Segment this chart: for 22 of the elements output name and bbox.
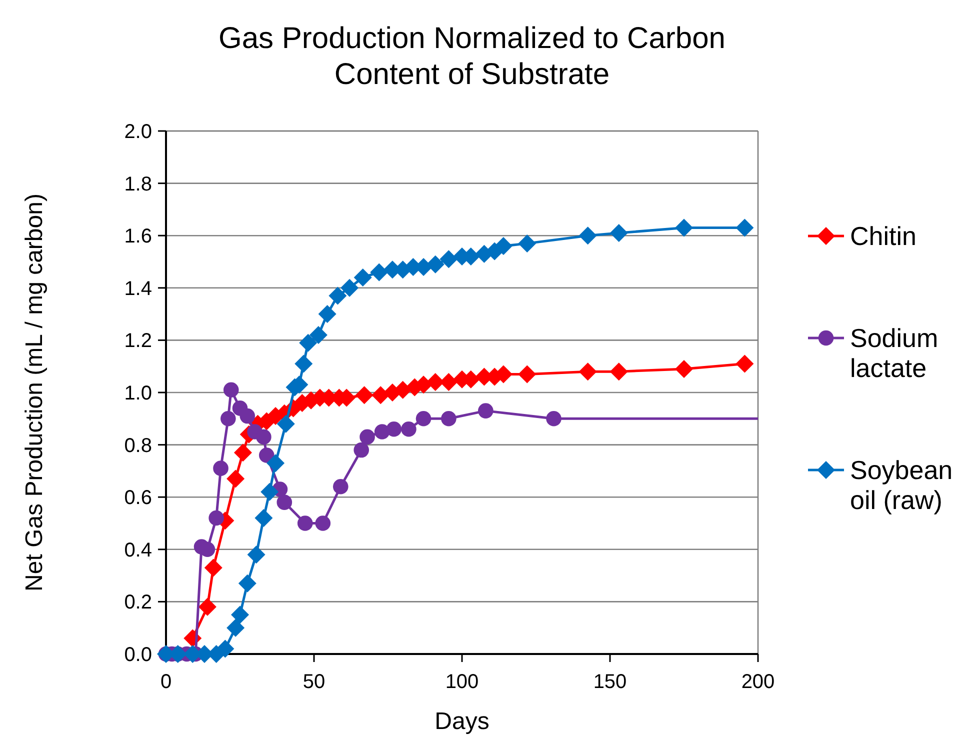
y-tick-label: 0.2 xyxy=(124,592,152,614)
legend-label: Chitin xyxy=(850,221,916,252)
y-tick-label: 1.0 xyxy=(124,382,152,404)
y-tick-label: 1.2 xyxy=(124,330,152,352)
y-tick-label: 1.4 xyxy=(124,278,152,300)
x-axis-title: Days xyxy=(434,708,490,735)
y-tick-label: 0.4 xyxy=(124,539,152,562)
y-tick-label: 1.6 xyxy=(124,226,152,248)
y-tick-label: 0.6 xyxy=(124,487,152,510)
x-tick-label: 50 xyxy=(302,671,326,693)
x-tick-label: 200 xyxy=(741,671,775,693)
legend-label: Sodium lactate xyxy=(850,323,938,384)
y-tick-label: 0.0 xyxy=(124,644,152,666)
x-tick-label: 150 xyxy=(593,671,627,693)
x-tick-label: 100 xyxy=(445,671,479,693)
y-axis-title: Net Gas Production (mL / mg carbon) xyxy=(21,194,48,592)
y-tick-label: 1.8 xyxy=(124,173,152,196)
chart-title: Gas Production Normalized to Carbon Content of Substrate xyxy=(218,22,726,91)
legend-label: Soybean oil (raw) xyxy=(850,455,953,516)
y-tick-label: 0.8 xyxy=(124,434,152,457)
y-tick-label: 2.0 xyxy=(124,121,152,143)
x-tick-label: 0 xyxy=(160,671,172,693)
